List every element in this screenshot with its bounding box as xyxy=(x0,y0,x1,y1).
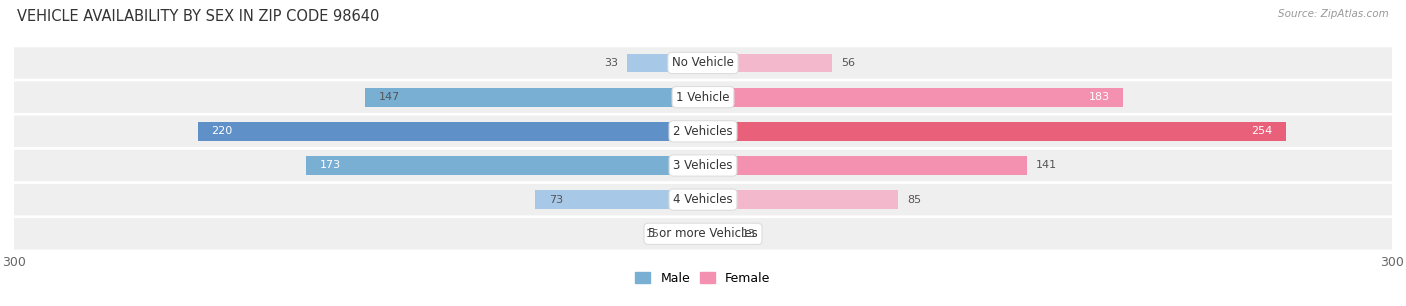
Text: 141: 141 xyxy=(1036,160,1057,170)
Text: No Vehicle: No Vehicle xyxy=(672,57,734,69)
Bar xyxy=(703,190,898,209)
FancyBboxPatch shape xyxy=(14,81,1392,113)
Bar xyxy=(703,224,733,243)
FancyBboxPatch shape xyxy=(14,116,1392,147)
Legend: Male, Female: Male, Female xyxy=(630,267,776,290)
FancyBboxPatch shape xyxy=(14,150,1392,181)
Text: 85: 85 xyxy=(907,195,921,205)
Bar xyxy=(198,122,703,141)
Bar xyxy=(536,190,703,209)
Text: VEHICLE AVAILABILITY BY SEX IN ZIP CODE 98640: VEHICLE AVAILABILITY BY SEX IN ZIP CODE … xyxy=(17,9,380,24)
Text: 220: 220 xyxy=(211,126,233,136)
Text: Source: ZipAtlas.com: Source: ZipAtlas.com xyxy=(1278,9,1389,19)
Text: 173: 173 xyxy=(319,160,340,170)
Text: 2 Vehicles: 2 Vehicles xyxy=(673,125,733,138)
Bar xyxy=(703,88,1123,106)
Text: 73: 73 xyxy=(550,195,564,205)
Text: 147: 147 xyxy=(380,92,401,102)
Text: 3 Vehicles: 3 Vehicles xyxy=(673,159,733,172)
Text: 33: 33 xyxy=(605,58,619,68)
Text: 13: 13 xyxy=(742,229,756,239)
Text: 1 Vehicle: 1 Vehicle xyxy=(676,91,730,104)
Text: 15: 15 xyxy=(645,229,659,239)
Text: 254: 254 xyxy=(1251,126,1272,136)
Bar xyxy=(703,54,831,73)
FancyBboxPatch shape xyxy=(14,47,1392,79)
Bar xyxy=(627,54,703,73)
Text: 183: 183 xyxy=(1088,92,1109,102)
Bar xyxy=(703,122,1286,141)
Text: 4 Vehicles: 4 Vehicles xyxy=(673,193,733,206)
FancyBboxPatch shape xyxy=(14,218,1392,250)
Text: 5 or more Vehicles: 5 or more Vehicles xyxy=(648,227,758,240)
Bar xyxy=(669,224,703,243)
Text: 56: 56 xyxy=(841,58,855,68)
FancyBboxPatch shape xyxy=(14,184,1392,215)
Bar xyxy=(305,156,703,175)
Bar xyxy=(366,88,703,106)
Bar xyxy=(703,156,1026,175)
